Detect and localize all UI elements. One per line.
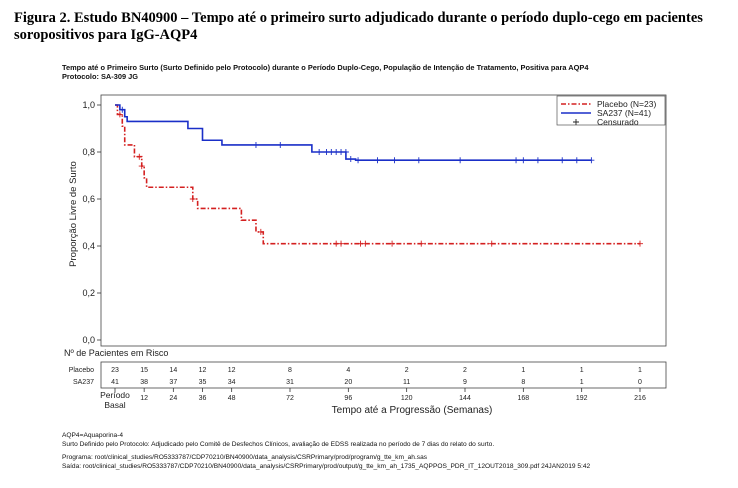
risk-value: 8 xyxy=(288,367,292,374)
risk-value: 1 xyxy=(580,367,584,374)
risk-value: 35 xyxy=(199,379,207,386)
censor-mark xyxy=(119,106,126,113)
risk-row-label: SA237 xyxy=(73,379,94,386)
x-tick-label: 72 xyxy=(286,395,294,402)
risk-value: 31 xyxy=(286,379,294,386)
x-tick-label: 144 xyxy=(459,395,471,402)
footnote-1: AQP4=Aquaporina-4 xyxy=(62,432,124,439)
censor-mark xyxy=(389,240,396,247)
censor-mark xyxy=(189,196,196,202)
x-tick-label: 12 xyxy=(140,395,148,402)
censor-mark xyxy=(415,157,422,164)
censor-mark xyxy=(138,163,145,170)
x-tick-label: Período xyxy=(100,390,130,400)
censor-mark xyxy=(573,157,580,164)
x-tick-label: 48 xyxy=(228,395,236,402)
risk-value: 34 xyxy=(228,379,236,386)
censor-mark xyxy=(559,157,566,164)
y-tick-label: 0,0 xyxy=(82,335,95,345)
x-tick-label: 96 xyxy=(344,395,352,402)
censor-mark xyxy=(362,240,369,247)
censor-mark xyxy=(520,157,527,164)
censor-mark xyxy=(488,240,495,247)
legend-censor-mark xyxy=(573,119,579,125)
risk-value: 37 xyxy=(169,379,177,386)
censor-mark xyxy=(391,157,398,164)
legend-label: SA237 (N=41) xyxy=(597,108,651,118)
risk-table-frame xyxy=(100,361,667,389)
censor-mark xyxy=(338,240,345,247)
x-tick-label: 24 xyxy=(169,395,177,402)
risk-value: 2 xyxy=(405,367,409,374)
risk-value: 12 xyxy=(199,367,207,374)
risk-value: 2 xyxy=(463,367,467,374)
x-tick-label: 36 xyxy=(199,395,207,402)
risk-value: 4 xyxy=(346,367,350,374)
censor-mark xyxy=(418,240,425,247)
footnote-3: Programa: root/clinical_studies/RO533378… xyxy=(62,454,428,461)
figure-title: Figura 2. Estudo BN40900 – Tempo até o p… xyxy=(14,10,703,43)
legend-label: Placebo (N=23) xyxy=(597,99,656,109)
y-tick-label: 1,0 xyxy=(82,100,95,110)
censor-mark xyxy=(355,157,362,164)
legend-box xyxy=(556,95,666,126)
risk-value: 14 xyxy=(169,367,177,374)
x-tick-label: 120 xyxy=(401,395,413,402)
censor-mark xyxy=(342,149,349,155)
footnote-2: Surto Definido pelo Protocolo: Adjudicad… xyxy=(62,441,495,448)
risk-value: 9 xyxy=(463,379,467,386)
risk-table-title: Nº de Pacientes em Risco xyxy=(64,348,168,358)
risk-value: 1 xyxy=(521,367,525,374)
censor-mark xyxy=(374,157,381,164)
censor-mark xyxy=(136,153,143,160)
risk-value: 8 xyxy=(521,379,525,386)
x-tick-label: Basal xyxy=(104,400,125,410)
risk-value: 41 xyxy=(111,379,119,386)
censor-mark xyxy=(637,240,643,247)
censor-mark xyxy=(347,156,354,163)
risk-value: 11 xyxy=(403,379,410,386)
risk-row-label: Placebo xyxy=(69,367,94,374)
censor-mark xyxy=(513,157,520,164)
censor-mark xyxy=(277,141,284,148)
censor-mark xyxy=(316,149,323,155)
x-tick-label: 168 xyxy=(517,395,529,402)
risk-value: 38 xyxy=(140,379,148,386)
x-tick-label: 192 xyxy=(576,395,588,402)
censor-mark xyxy=(534,157,541,164)
plot-frame xyxy=(100,94,667,347)
risk-value: 20 xyxy=(344,379,352,386)
legend-label: Censurado xyxy=(597,117,639,127)
risk-value: 15 xyxy=(140,367,148,374)
censor-mark xyxy=(116,111,123,118)
risk-value: 0 xyxy=(638,379,642,386)
censor-mark xyxy=(457,157,464,164)
x-tick-label: 216 xyxy=(634,395,646,402)
y-tick-label: 0,6 xyxy=(82,194,95,204)
footnote-4: Saída: root/clinical_studies/RO5333787/C… xyxy=(62,463,591,470)
y-tick-label: 0,8 xyxy=(82,147,95,157)
censor-mark xyxy=(588,157,595,164)
chart-subtitle-1: Tempo até o Primeiro Surto (Surto Defini… xyxy=(62,63,589,72)
series-line-sa237 xyxy=(115,104,592,162)
risk-value: 23 xyxy=(111,367,119,374)
chart-subtitle-2: Protocolo: SA-309 JG xyxy=(62,72,138,81)
x-axis-label: Tempo até a Progressão (Semanas) xyxy=(332,405,493,416)
censor-mark xyxy=(257,228,264,235)
risk-value: 1 xyxy=(580,379,584,386)
y-tick-label: 0,2 xyxy=(82,288,95,298)
series-line-placebo xyxy=(115,104,640,245)
censor-mark xyxy=(252,141,259,148)
risk-value: 12 xyxy=(228,367,236,374)
risk-value: 1 xyxy=(638,367,642,374)
y-axis-label: Proporção Livre de Surto xyxy=(68,161,79,267)
y-tick-label: 0,4 xyxy=(82,241,95,251)
